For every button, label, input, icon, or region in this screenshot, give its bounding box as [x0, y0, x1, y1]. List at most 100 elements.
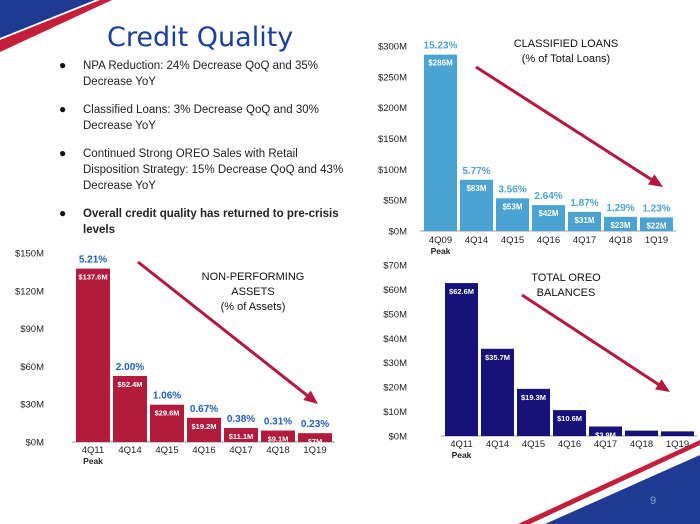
bar: [568, 211, 601, 231]
bar-value-label: $62.6M: [449, 287, 474, 296]
y-tick-label: $0M: [389, 432, 408, 443]
x-tick-label: 1Q19: [303, 445, 326, 456]
y-tick-label: $90M: [20, 324, 44, 335]
bar-value-label: $19.2M: [191, 422, 216, 431]
y-tick-label: $10M: [383, 407, 407, 418]
bar-value-label: $9.1M: [268, 435, 289, 444]
y-tick-label: $60M: [20, 362, 44, 373]
bar-value-label: $83M: [466, 184, 486, 193]
chart-title: (% of Assets): [221, 301, 286, 313]
bar-value-label: $35.7M: [485, 353, 510, 362]
x-tick-label: 1Q19: [645, 235, 668, 246]
x-tick-label: 4Q14: [465, 235, 488, 246]
bar-percent-label: 0.67%: [190, 404, 218, 415]
bar-value-label: $1.9M: [667, 435, 688, 444]
bar-value-label: $19.3M: [521, 393, 546, 402]
bar: [661, 431, 694, 436]
bullet-list: NPA Reduction: 24% Decrease QoQ and 35% …: [55, 57, 355, 250]
bar: [604, 216, 637, 231]
x-tick-label: 4Q17: [573, 235, 596, 246]
bar-percent-label: 1.29%: [606, 203, 634, 214]
bar-value-label: $11.1M: [229, 432, 254, 441]
bottom-right-blue-stripe: [545, 455, 700, 524]
trend-arrow-shaft: [475, 65, 653, 181]
bar-value-label: $29.6M: [154, 409, 179, 418]
bar: [76, 268, 110, 442]
x-tick-label: 4Q11: [450, 439, 473, 450]
y-tick-label: $200M: [378, 103, 407, 114]
bar-value-label: $53M: [502, 202, 522, 211]
bar: [460, 179, 493, 231]
page-number: 9: [650, 495, 657, 507]
bar-percent-label: 1.23%: [642, 203, 670, 214]
bullet-overall: Overall credit quality has returned to p…: [55, 205, 355, 238]
top-left-blue-stripe: [0, 0, 95, 38]
x-tick-label: 4Q15: [155, 445, 178, 456]
trend-arrow-head: [655, 379, 670, 392]
bar-percent-label: 1.06%: [153, 391, 181, 402]
bottom-right-red-stripe: [518, 440, 700, 524]
bar-value-label: $31M: [574, 216, 594, 225]
chart-title: BALANCES: [537, 287, 596, 299]
bar-percent-label: 0.23%: [301, 419, 329, 430]
y-tick-label: $60M: [383, 285, 407, 296]
x-tick-label: 4Q16: [537, 235, 560, 246]
x-tick-label: 4Q16: [558, 439, 581, 450]
bar: [445, 283, 478, 436]
bar-percent-label: 1.87%: [570, 198, 598, 209]
trend-arrow-shaft: [521, 293, 660, 386]
bar: [481, 348, 514, 436]
bar-percent-label: 2.64%: [534, 191, 562, 202]
bar: [150, 404, 184, 442]
trend-arrow-head: [303, 390, 318, 404]
x-tick-label: 4Q09: [429, 235, 452, 246]
bullet-oreo: Continued Strong OREO Sales with Retail …: [55, 145, 355, 194]
top-left-red-stripe: [0, 0, 112, 52]
y-tick-label: $120M: [15, 286, 44, 297]
bar-value-label: $137.6M: [78, 273, 107, 282]
bullet-npa: NPA Reduction: 24% Decrease QoQ and 35% …: [55, 57, 355, 90]
x-tick-label: 4Q11: [82, 445, 105, 456]
y-tick-label: $0M: [26, 438, 45, 449]
bar-value-label: $10.6M: [557, 414, 582, 423]
x-tick-label: 4Q14: [486, 439, 509, 450]
x-tick-label: 4Q18: [266, 445, 289, 456]
x-tick-label: 4Q14: [118, 445, 141, 456]
bar: [298, 433, 332, 442]
y-tick-label: $50M: [383, 196, 407, 207]
chart-title: CLASSIFIED LOANS: [514, 38, 619, 50]
bar-percent-label: 5.77%: [462, 166, 490, 177]
x-tick-label: 4Q15: [501, 235, 524, 246]
bar: [517, 388, 550, 436]
x-tick-label: 4Q17: [229, 445, 252, 456]
trend-arrow-shaft: [137, 260, 308, 397]
bar-percent-label: 0.31%: [264, 417, 292, 428]
top-left-white-stripe: [0, 0, 130, 62]
bar-percent-label: 2.00%: [116, 362, 144, 373]
bar: [424, 54, 457, 232]
y-tick-label: $70M: [383, 261, 407, 272]
y-tick-label: $30M: [383, 358, 407, 369]
y-tick-label: $50M: [383, 309, 407, 320]
y-tick-label: $20M: [383, 383, 407, 394]
slide-title: Credit Quality: [107, 22, 294, 53]
x-tick-label: 1Q19: [666, 439, 689, 450]
bar-value-label: $7M: [308, 437, 323, 446]
bullet-classified: Classified Loans: 3% Decrease QoQ and 30…: [55, 101, 355, 134]
bar: [187, 417, 221, 442]
bar: [589, 426, 622, 436]
bar-percent-label: 3.56%: [498, 184, 526, 195]
bar: [625, 430, 658, 436]
bar-value-label: $286M: [428, 59, 453, 68]
peak-label: Peak: [431, 246, 451, 256]
chart-title: ASSETS: [231, 286, 274, 298]
x-tick-label: 4Q15: [522, 439, 545, 450]
y-tick-label: $150M: [378, 134, 407, 145]
bar-value-label: $22M: [646, 221, 666, 230]
bar: [224, 428, 258, 442]
y-tick-label: $40M: [383, 334, 407, 345]
peak-label: Peak: [83, 456, 103, 466]
chart-title: NON-PERFORMING: [202, 271, 305, 283]
